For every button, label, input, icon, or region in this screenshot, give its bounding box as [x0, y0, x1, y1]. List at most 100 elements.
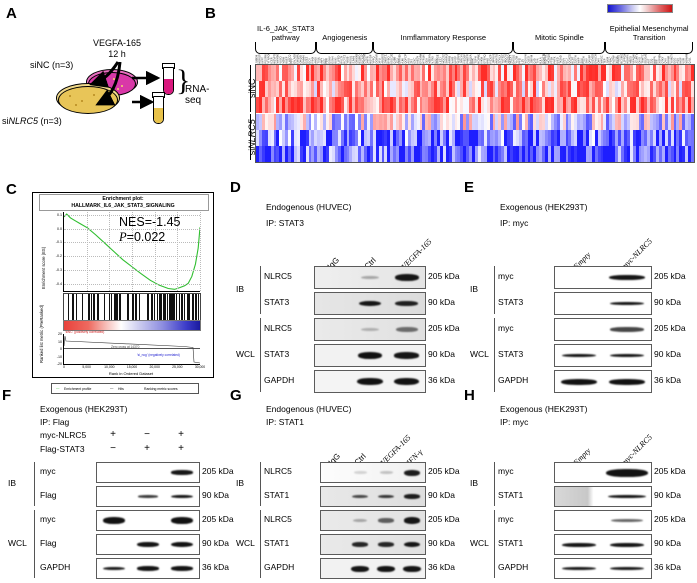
gsea-stats: NES=-1.45 P=0.022 [119, 215, 181, 245]
heatmap-cell [402, 81, 406, 98]
gsea-ytick: -0.1 [55, 240, 62, 245]
heatmap-cell [626, 129, 631, 146]
heatmap-cell [553, 145, 558, 162]
section-label-IB: IB [8, 478, 17, 488]
gsea-title-line2: HALLMARK_IL6_JAK_STAT3_SIGNALING [71, 202, 175, 209]
gsea-hit-tick [187, 294, 189, 320]
heatmap-row-6 [256, 145, 695, 162]
gsea-rank-ytick: -10 [56, 354, 62, 359]
heatmap-cell [612, 113, 616, 130]
heatmap-cell [647, 81, 651, 98]
heatmap-cell [422, 129, 426, 146]
heatmap-cell [437, 113, 441, 130]
heatmap-cell [460, 81, 464, 98]
heatmap-cell [416, 97, 420, 114]
heatmap-cell [480, 81, 485, 98]
antibody-label-myc: myc [40, 514, 56, 524]
heatmap-cell [469, 129, 473, 146]
heatmap-cell [691, 113, 695, 130]
western-band [357, 378, 383, 385]
construct-sign: − [110, 443, 116, 454]
heatmap-cell [425, 81, 429, 98]
heatmap-cell [437, 97, 441, 114]
heatmap-cell [682, 81, 686, 98]
heatmap-cell [416, 129, 420, 146]
blot-IB-NLRC5 [314, 266, 426, 289]
heatmap-cell [565, 145, 569, 162]
heatmap-cell [559, 65, 563, 82]
heatmap-cell [658, 81, 663, 98]
gsea-hit-tick [164, 294, 166, 320]
mw-label-205kDa: 205 kDa [202, 466, 234, 476]
heatmap-cell [626, 81, 631, 98]
heatmap-cell [685, 145, 689, 162]
heatmap-cell [618, 65, 622, 82]
heatmap-cell [442, 129, 447, 146]
western-band [102, 517, 126, 524]
heatmap-cell [521, 81, 526, 98]
heatmap-cell [492, 129, 496, 146]
heatmap-cell [454, 145, 458, 162]
heatmap-cell [340, 97, 344, 114]
heatmap-cell [542, 129, 546, 146]
antibody-label-GAPDH: GAPDH [498, 562, 529, 572]
heatmap-cell [466, 65, 470, 82]
heatmap-cell [512, 97, 517, 114]
gsea-pvalue-symbol: P [119, 230, 127, 244]
heatmap-cell [366, 65, 371, 82]
heatmap-cell [258, 113, 263, 130]
heatmap-cell [314, 65, 318, 82]
heatmap-cell [422, 113, 426, 130]
heatmap-cell [536, 65, 540, 82]
heatmap-cell [594, 97, 599, 114]
heatmap-cell [273, 81, 277, 98]
blot-IB-Flag [96, 486, 200, 507]
heatmap-cell [404, 129, 409, 146]
heatmap-cell [267, 81, 271, 98]
section-bar-IB [260, 266, 262, 314]
gsea-hit-tick [181, 294, 183, 320]
heatmap-cell [580, 145, 584, 162]
heatmap-cell [448, 129, 453, 146]
heatmap-cell [282, 65, 286, 82]
mw-label-90kDa: 90 kDa [202, 490, 229, 500]
paneld-header-ip: IP: STAT3 [266, 218, 304, 228]
heatmap-cell [562, 113, 566, 130]
heatmap-cell [492, 81, 496, 98]
blot-WCL-Flag [96, 534, 200, 555]
heatmap-cell [425, 145, 429, 162]
heatmap-cell [311, 81, 315, 98]
heatmap-cell [410, 129, 415, 146]
heatmap-cell [305, 113, 309, 130]
heatmap-cell [302, 145, 307, 162]
heatmap-cell [320, 113, 324, 130]
heatmap-cell [559, 129, 563, 146]
heatmap-cell [530, 129, 534, 146]
heatmap-cell [656, 97, 660, 114]
heatmap-cell [407, 81, 412, 98]
heatmap-cell [539, 97, 543, 114]
heatmap-cell [439, 113, 444, 130]
western-band [377, 565, 395, 572]
heatmap-cell [510, 81, 514, 98]
heatmap-cell [372, 65, 377, 82]
heatmap-cell [279, 81, 283, 98]
heatmap-cell [653, 129, 657, 146]
gsea-hit-tick [161, 294, 162, 320]
heatmap-cell [439, 97, 444, 114]
heatmap-cell [402, 97, 406, 114]
antibody-label-STAT1: STAT1 [498, 538, 524, 548]
gsea-hit-tick [110, 294, 113, 320]
heatmap-cell [264, 97, 269, 114]
heatmap-cell [346, 145, 350, 162]
heatmap-cell [606, 113, 610, 130]
heatmap-cell [390, 113, 394, 130]
heatmap-cell [548, 65, 552, 82]
heatmap-cell [527, 129, 531, 146]
heatmap-cell [381, 113, 385, 130]
heatmap-cell [504, 145, 508, 162]
antibody-label-STAT3: STAT3 [498, 297, 524, 307]
heatmap-cell [565, 113, 569, 130]
construct-sign: + [178, 429, 184, 440]
heatmap-cell [512, 129, 517, 146]
